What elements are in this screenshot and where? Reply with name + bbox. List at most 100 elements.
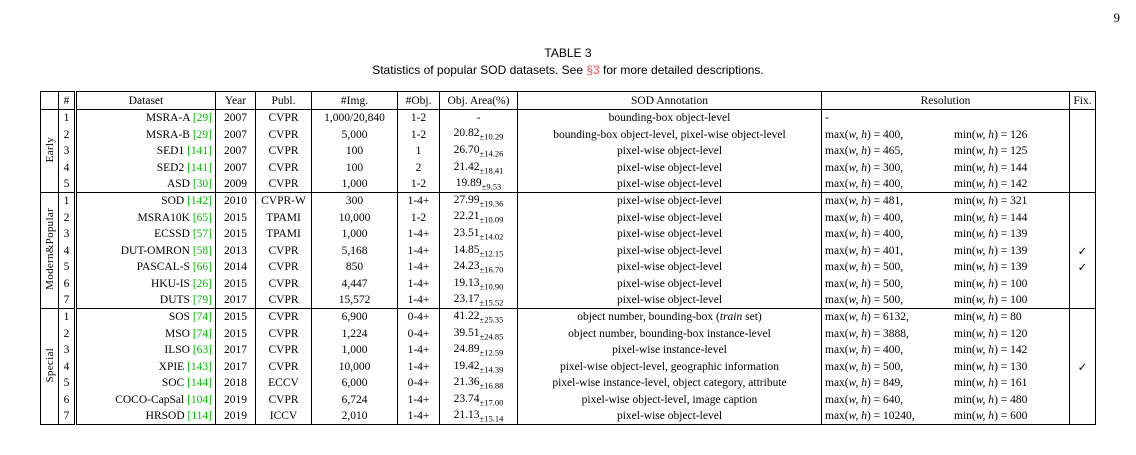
math-variables: w, h <box>848 195 867 208</box>
citation-link[interactable]: [58] <box>192 244 212 257</box>
citation-link[interactable]: [26] <box>192 277 212 290</box>
area-std-dev: ±15.52 <box>479 297 504 308</box>
dataset-name: ILSO <box>164 344 193 357</box>
math-variables: w, h <box>848 294 867 307</box>
cell-dataset: SOD [142] <box>74 192 216 210</box>
cell-object-area: 21.42±18.41 <box>439 159 518 177</box>
table-row: 3 SED1 [141] 2007 CVPR 100 1 26.70±14.26 pixel-… <box>41 142 1096 160</box>
resolution-max: max(w, h) = 500, <box>825 294 904 307</box>
cell-image-count: 2,010 <box>311 408 398 425</box>
resolution-min: min(w, h) = 100 <box>954 277 1028 290</box>
table-row: 2 MSRA10K [65] 2015 TPAMI 10,000 1-2 22.21±10.… <box>41 209 1096 226</box>
cell-fixation <box>1069 142 1096 160</box>
cell-row-number: 1 <box>58 109 76 127</box>
resolution-min: min(w, h) = 120 <box>954 327 1028 340</box>
resolution-max: max(w, h) = 6132, <box>825 311 909 324</box>
dataset-name: ECSSD <box>154 228 193 241</box>
group-label-text: Special <box>43 348 56 383</box>
cell-object-area: 39.51±24.85 <box>439 325 518 342</box>
resolution-values: max(w, h) = 640, min(w, h) = 480 <box>825 394 1066 406</box>
cell-row-number: 2 <box>58 126 76 143</box>
cell-year: 2017 <box>215 342 256 359</box>
cell-publication: CVPR <box>255 176 312 193</box>
annotation-text: pixel-wise instance-level <box>612 344 727 357</box>
cell-object-count: 0-4+ <box>397 375 440 392</box>
citation-link[interactable]: [66] <box>192 261 212 274</box>
area-std-dev: ±14.02 <box>479 231 504 242</box>
cell-dataset: MSRA10K [65] <box>74 209 216 226</box>
area-std-dev: ±9.53 <box>481 181 502 192</box>
cell-fixation: ✓ <box>1069 259 1096 276</box>
resolution-min: min(w, h) = 125 <box>954 145 1028 158</box>
area-std-dev: ±18.41 <box>479 164 504 175</box>
cell-object-area: 19.13±10.90 <box>439 275 518 293</box>
cell-object-area: 14.85±12.15 <box>439 242 518 260</box>
resolution-max: max(w, h) = 849, <box>825 377 904 390</box>
area-value: 26.70 <box>453 144 480 157</box>
cell-image-count: 6,724 <box>311 391 398 409</box>
header-publication: Publ. <box>255 91 312 111</box>
cell-image-count: 5,000 <box>311 126 398 143</box>
citation-link[interactable]: [65] <box>192 211 212 224</box>
section-link[interactable]: §3 <box>586 62 600 77</box>
cell-sod-annotation: pixel-wise instance-level <box>517 342 822 359</box>
citation-link[interactable]: [74] <box>192 327 212 340</box>
citation-link[interactable]: [142] <box>187 195 212 208</box>
cell-object-area: 24.89±12.59 <box>439 342 518 359</box>
cell-sod-annotation: pixel-wise object-level <box>517 275 822 293</box>
cell-image-count: 6,000 <box>311 375 398 392</box>
table-row: 3 ECSSD [57] 2015 TPAMI 1,000 1-4+ 23.51±14.02… <box>41 225 1096 243</box>
resolution-values: max(w, h) = 849, min(w, h) = 161 <box>825 377 1066 389</box>
table-caption-block: TABLE 3 Statistics of popular SOD datase… <box>0 0 1136 78</box>
citation-link[interactable]: [79] <box>192 294 212 307</box>
annotation-text: train <box>719 311 743 324</box>
math-variables: w, h <box>848 410 867 423</box>
dataset-name: MSRA-A <box>145 112 193 125</box>
annotation-text: pixel-wise object-level <box>616 410 723 423</box>
citation-link[interactable]: [104] <box>187 394 212 407</box>
resolution-max: max(w, h) = 465, <box>825 145 904 158</box>
cell-row-number: 4 <box>58 242 76 260</box>
header-resolution: Resolution <box>821 91 1070 111</box>
cell-object-count: 1-4+ <box>397 192 440 210</box>
citation-link[interactable]: [29] <box>192 128 212 141</box>
citation-link[interactable]: [144] <box>187 377 212 390</box>
table-row: Special 1 SOS [74] 2015 CVPR 6,900 0-4+ 41.22±2… <box>40 308 1096 425</box>
table-row: 4 DUT-OMRON [58] 2013 CVPR 5,168 1-4+ 14.85±12… <box>41 242 1096 260</box>
citation-link[interactable]: [143] <box>187 360 212 373</box>
area-std-dev: ±25.35 <box>479 314 504 325</box>
cell-row-number: 5 <box>58 176 76 193</box>
citation-link[interactable]: [141] <box>187 161 212 174</box>
resolution-max: max(w, h) = 400, <box>825 128 904 141</box>
cell-object-count: 1-2 <box>397 209 440 226</box>
citation-link[interactable]: [141] <box>187 145 212 158</box>
annotation-text: pixel-wise object-level <box>616 145 723 158</box>
area-value: 27.99 <box>453 194 480 207</box>
cell-fixation <box>1069 308 1096 326</box>
cell-resolution: max(w, h) = 500, min(w, h) = 130 <box>821 358 1070 376</box>
citation-link[interactable]: [57] <box>192 228 212 241</box>
citation-link[interactable]: [63] <box>192 344 212 357</box>
citation-link[interactable]: [29] <box>192 112 212 125</box>
resolution-max: max(w, h) = 400, <box>825 228 904 241</box>
annotation-text: pixel-wise object-level <box>616 178 723 191</box>
citation-link[interactable]: [30] <box>192 178 212 191</box>
resolution-values: max(w, h) = 400, min(w, h) = 126 <box>825 129 1066 141</box>
area-std-dev: ±10.90 <box>479 281 504 292</box>
cell-row-number: 2 <box>58 325 76 342</box>
area-std-dev: ±14.26 <box>479 148 504 159</box>
citation-link[interactable]: [114] <box>187 410 212 423</box>
area-value: 23.17 <box>453 293 480 306</box>
cell-row-number: 4 <box>58 358 76 376</box>
cell-dataset: MSRA-B [29] <box>74 126 216 143</box>
resolution-min: min(w, h) = 139 <box>954 228 1028 241</box>
annotation-text: pixel-wise object-level <box>616 244 723 257</box>
resolution-max: max(w, h) = 3888, <box>825 327 909 340</box>
cell-resolution: max(w, h) = 400, min(w, h) = 139 <box>821 225 1070 243</box>
math-variables: w, h <box>975 410 995 423</box>
dataset-name: SOD <box>161 195 188 208</box>
math-variables: w, h <box>848 311 867 324</box>
cell-resolution: max(w, h) = 400, min(w, h) = 126 <box>821 126 1070 143</box>
citation-link[interactable]: [74] <box>192 311 212 324</box>
cell-sod-annotation: pixel-wise object-level <box>517 159 822 177</box>
